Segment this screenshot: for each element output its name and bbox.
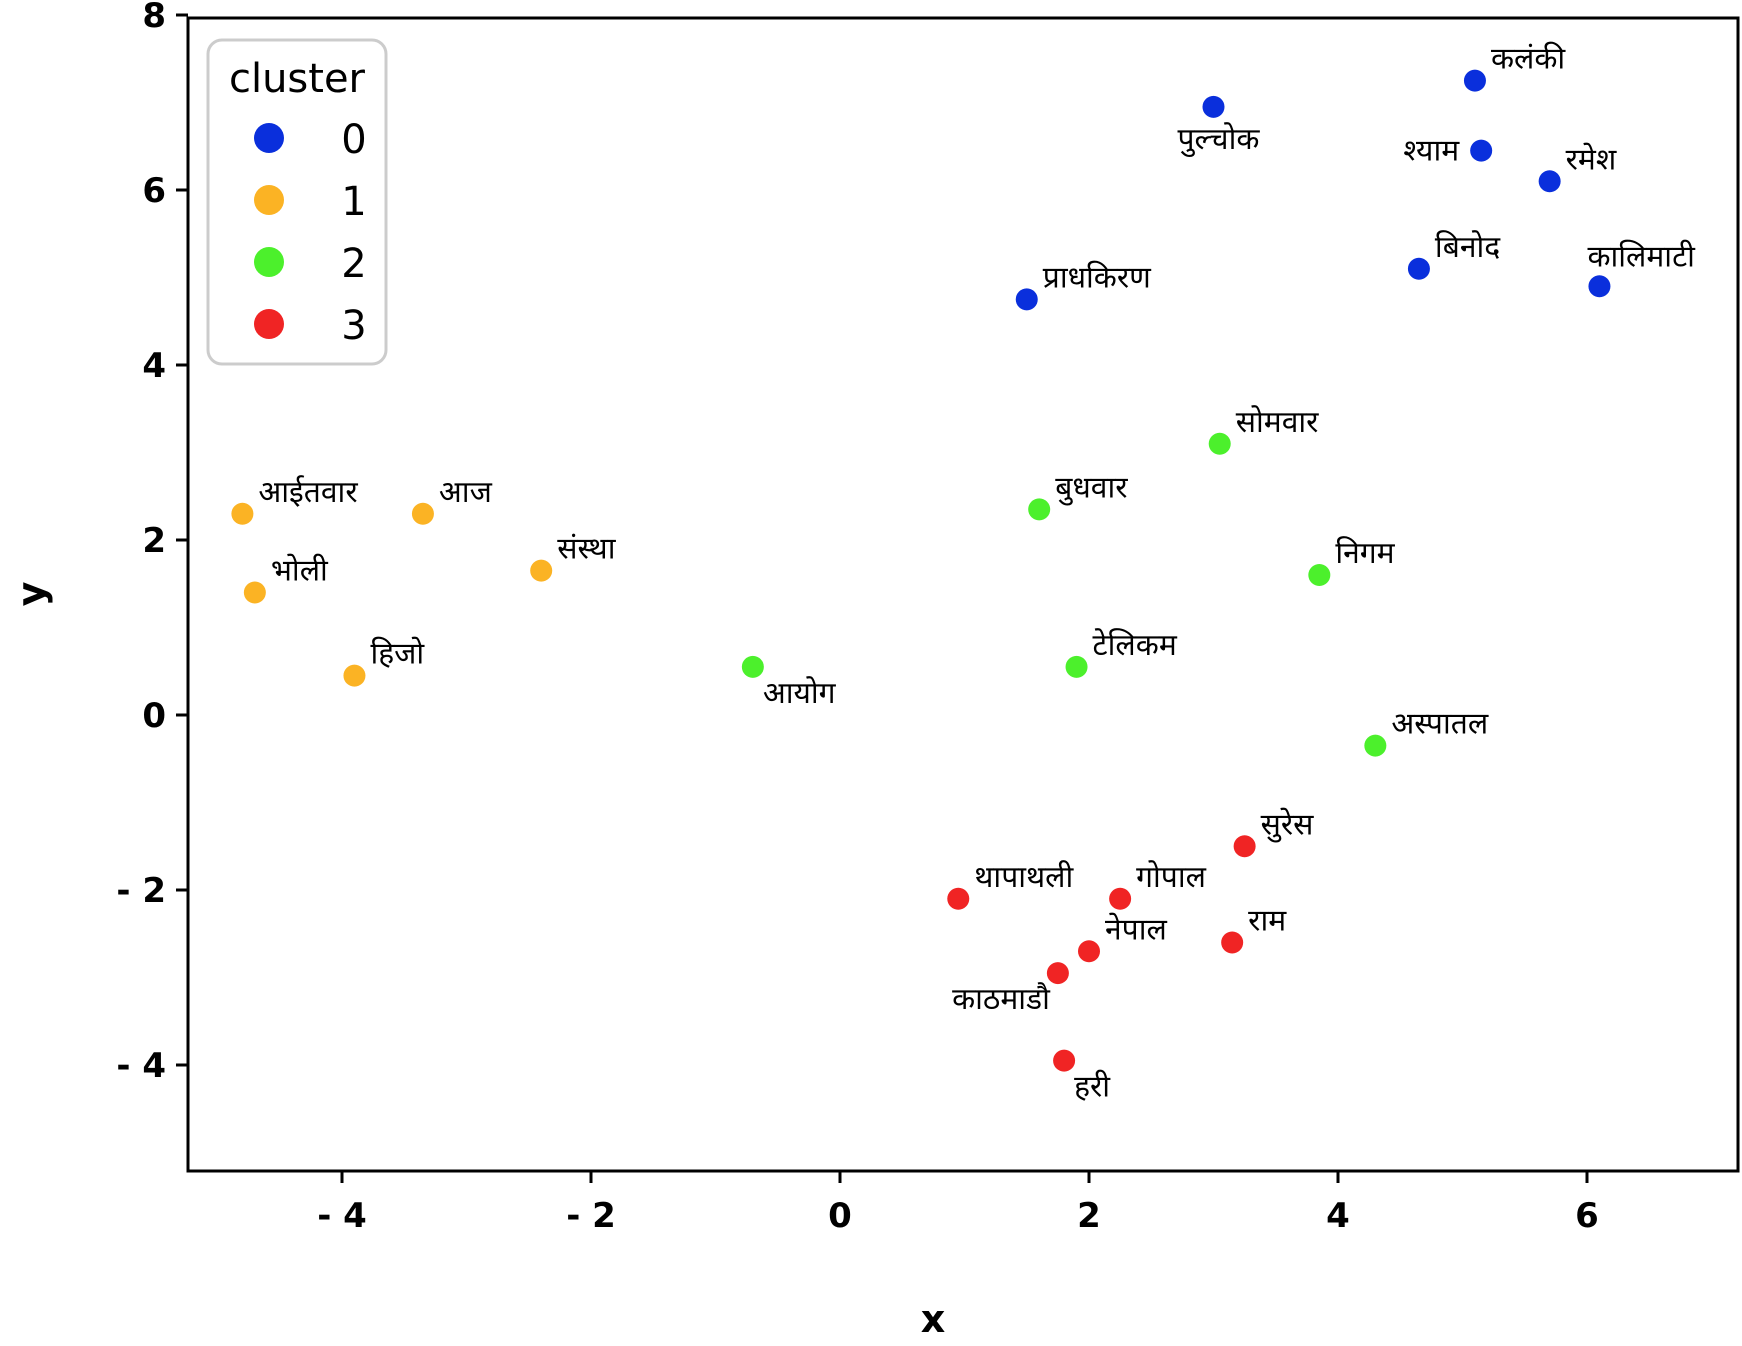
point-label: आईतवार bbox=[258, 475, 358, 510]
point-label: हिजो bbox=[370, 637, 425, 672]
y-axis-title: y bbox=[9, 581, 53, 606]
cluster-0-point bbox=[1538, 170, 1561, 193]
point-label: कलंकी bbox=[1491, 42, 1566, 77]
y-tick-label: - 2 bbox=[116, 871, 166, 911]
x-tick-label: - 2 bbox=[566, 1196, 616, 1236]
point-label: सुरेस bbox=[1261, 807, 1315, 843]
cluster-1-point bbox=[343, 664, 366, 687]
cluster-2-point bbox=[1308, 564, 1331, 586]
legend-marker-3 bbox=[254, 309, 284, 339]
point-label: प्राधकिरण bbox=[1043, 260, 1152, 295]
cluster-3-point bbox=[1053, 1049, 1076, 1072]
plot-frame bbox=[186, 16, 1740, 1173]
point-label: श्याम bbox=[1403, 134, 1460, 169]
cluster-2-point bbox=[741, 655, 764, 678]
cluster-2-point bbox=[1208, 432, 1231, 455]
cluster-0-point bbox=[1015, 288, 1038, 311]
legend-entries: 0 1 2 3 bbox=[254, 117, 367, 349]
point-label: नेपाल bbox=[1105, 912, 1167, 947]
cluster-1-point bbox=[411, 502, 434, 525]
cluster-2-point bbox=[1364, 734, 1387, 757]
y-tick-label: - 4 bbox=[116, 1046, 166, 1086]
cluster-3-point bbox=[947, 887, 970, 910]
y-tick-label: 8 bbox=[142, 0, 166, 36]
cluster-0-point bbox=[1463, 69, 1486, 92]
cluster-1-point bbox=[243, 581, 266, 604]
cluster-3-point bbox=[1109, 887, 1132, 910]
cluster-2-point bbox=[1065, 655, 1088, 678]
cluster-3-point bbox=[1046, 962, 1069, 985]
y-tick-label: 6 bbox=[142, 171, 166, 211]
point-label: काठमाडौ bbox=[952, 982, 1051, 1017]
cluster-3-point bbox=[1221, 931, 1244, 954]
cluster-0-point bbox=[1407, 257, 1430, 280]
legend-label-0: 0 bbox=[341, 117, 366, 163]
x-tick-label: 0 bbox=[828, 1196, 852, 1236]
point-label: हरी bbox=[1074, 1070, 1111, 1105]
x-tick-label: 6 bbox=[1575, 1196, 1599, 1236]
cluster-1-point bbox=[530, 559, 553, 582]
point-label: सोमवार bbox=[1236, 405, 1319, 440]
cluster-0-point bbox=[1470, 139, 1493, 162]
x-tick-label: - 4 bbox=[317, 1196, 367, 1236]
cluster-0-point bbox=[1202, 95, 1225, 118]
point-label: रमेश bbox=[1566, 142, 1617, 177]
cluster-0-point bbox=[1588, 275, 1611, 298]
cluster-3-point bbox=[1078, 940, 1100, 963]
legend-marker-0 bbox=[254, 123, 284, 153]
point-label: अस्पातल bbox=[1391, 707, 1488, 742]
data-points bbox=[231, 69, 1611, 1072]
x-tick-label: 2 bbox=[1077, 1196, 1101, 1236]
x-axis-ticks: - 4 - 2 0 2 4 6 bbox=[317, 1171, 1599, 1236]
y-axis-ticks: - 4 - 2 0 2 4 6 8 bbox=[116, 0, 188, 1086]
legend-label-1: 1 bbox=[341, 179, 366, 225]
point-label: आयोग bbox=[763, 676, 837, 711]
y-tick-label: 2 bbox=[142, 521, 166, 561]
cluster-3-point bbox=[1233, 835, 1256, 858]
point-label: संस्था bbox=[557, 532, 617, 567]
point-label: आज bbox=[439, 475, 493, 510]
point-label: निगम bbox=[1335, 536, 1395, 571]
point-label: पुल्चोक bbox=[1178, 122, 1261, 158]
point-label: टेलिकम bbox=[1093, 628, 1178, 663]
x-axis-title: x bbox=[921, 1297, 946, 1341]
legend-title: cluster bbox=[229, 56, 366, 102]
cluster-1-point bbox=[231, 502, 254, 525]
legend-label-2: 2 bbox=[341, 241, 366, 287]
y-tick-label: 0 bbox=[142, 696, 166, 736]
point-label: बिनोद bbox=[1435, 230, 1501, 265]
legend: cluster 0 1 2 3 bbox=[206, 38, 388, 366]
legend-box bbox=[206, 38, 388, 366]
point-labels: कलंकी पुल्चोक श्याम रमेश बिनोद कालिमाटी प्राधक… bbox=[258, 42, 1696, 1105]
point-label: कालिमाटी bbox=[1587, 239, 1696, 274]
point-label: गोपाल bbox=[1136, 860, 1206, 895]
point-label: थापाथली bbox=[974, 860, 1074, 895]
legend-marker-1 bbox=[254, 185, 284, 215]
y-tick-label: 4 bbox=[142, 346, 166, 386]
x-tick-label: 4 bbox=[1326, 1196, 1350, 1236]
point-label: भोली bbox=[271, 554, 329, 589]
point-label: बुधवार bbox=[1055, 470, 1128, 506]
cluster-2-point bbox=[1028, 498, 1051, 521]
legend-marker-2 bbox=[254, 247, 284, 277]
point-label: राम bbox=[1248, 904, 1287, 939]
legend-label-3: 3 bbox=[341, 303, 366, 349]
